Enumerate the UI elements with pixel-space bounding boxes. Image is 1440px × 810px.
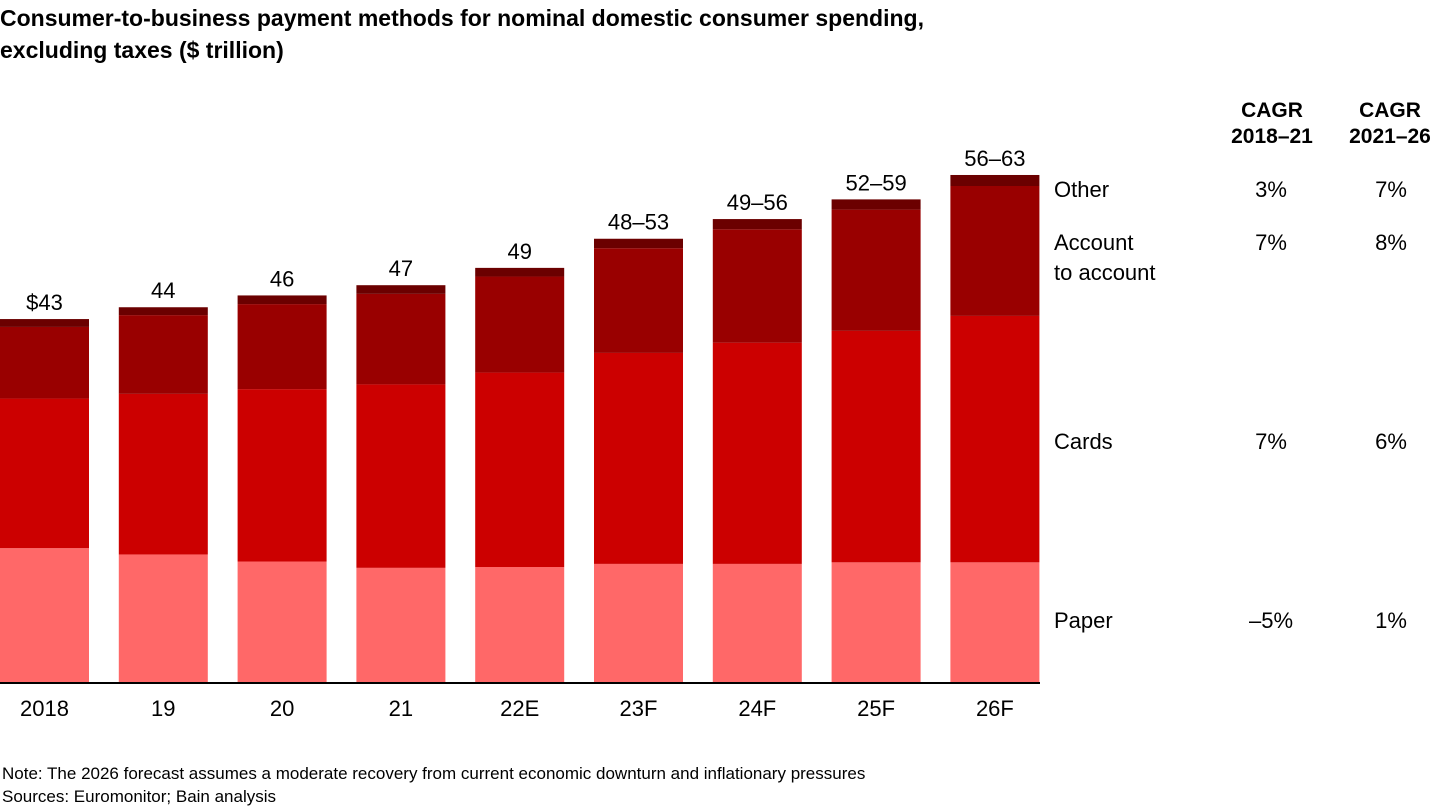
bar-other-3 <box>356 285 446 294</box>
cagr-header-2018-21-line-1: CAGR <box>1241 99 1303 122</box>
legend-label-account-line-1: Account <box>1054 230 1134 255</box>
stacked-bar-chart: $43 2018 44 19 46 20 47 21 49 22E 48–53 23F 49–56 24F… <box>0 146 1040 721</box>
bar-account-to-account-8 <box>950 186 1040 316</box>
x-tick-label-8: 26F <box>976 696 1014 721</box>
total-label-2: 46 <box>270 266 294 291</box>
bar-account-to-account-7 <box>831 209 921 331</box>
legend-label-account-to-account: Account to account <box>1054 228 1156 288</box>
cagr-header-2018-21: CAGR 2018–21 <box>1212 98 1332 150</box>
cagr-2018-21-cards: 7% <box>1255 429 1287 454</box>
bar-cards-7 <box>831 330 921 563</box>
total-label-1: 44 <box>151 278 175 303</box>
x-tick-label-2: 20 <box>270 696 294 721</box>
total-label-6: 49–56 <box>727 190 788 215</box>
cagr-2018-21-account-to-account: 7% <box>1255 230 1287 255</box>
legend-label-account-line-2: to account <box>1054 260 1156 285</box>
cagr-header-2018-21-line-2: 2018–21 <box>1231 125 1313 148</box>
total-label-8: 56–63 <box>964 146 1025 171</box>
cagr-2021-26-paper: 1% <box>1375 608 1407 633</box>
bar-cards-8 <box>950 315 1040 563</box>
total-label-7: 52–59 <box>846 170 907 195</box>
bar-paper-4 <box>475 567 565 682</box>
sources-text: Sources: Euromonitor; Bain analysis <box>2 787 277 806</box>
bar-other-7 <box>831 199 921 210</box>
legend-label-cards-line-1: Cards <box>1054 429 1113 454</box>
bar-paper-1 <box>118 554 208 682</box>
bar-cards-5 <box>594 352 683 564</box>
chart-title-line-1: Consumer-to-business payment methods for… <box>0 5 924 31</box>
total-label-0: $43 <box>26 290 63 315</box>
total-label-4: 49 <box>507 239 531 264</box>
bar-paper-2 <box>237 561 327 682</box>
bar-paper-0 <box>0 548 89 682</box>
bar-account-to-account-5 <box>594 248 683 353</box>
legend-label-paper: Paper <box>1054 606 1113 636</box>
bar-cards-3 <box>356 384 446 568</box>
bar-account-to-account-0 <box>0 326 89 399</box>
legend-label-other: Other <box>1054 175 1109 205</box>
bar-paper-5 <box>594 563 683 682</box>
x-tick-label-0: 2018 <box>20 696 69 721</box>
legend-label-paper-line-1: Paper <box>1054 608 1113 633</box>
bar-paper-6 <box>712 563 802 682</box>
x-tick-label-6: 24F <box>738 696 776 721</box>
bar-paper-7 <box>831 562 921 682</box>
cagr-2021-26-cards: 6% <box>1375 429 1407 454</box>
bar-other-8 <box>950 174 1040 186</box>
bar-other-2 <box>237 295 327 305</box>
bar-account-to-account-2 <box>237 304 327 390</box>
bar-cards-0 <box>0 398 89 549</box>
bar-cards-4 <box>475 372 565 568</box>
bar-account-to-account-3 <box>356 293 446 385</box>
note-text: Note: The 2026 forecast assumes a modera… <box>2 764 866 783</box>
bar-cards-1 <box>118 393 208 555</box>
bar-other-1 <box>118 307 208 316</box>
legend-label-cards: Cards <box>1054 427 1113 457</box>
total-label-5: 48–53 <box>608 210 669 235</box>
x-tick-label-4: 22E <box>500 696 539 721</box>
bar-other-6 <box>712 219 802 230</box>
cagr-2018-21-paper: –5% <box>1248 608 1294 633</box>
chart-title-line-2: excluding taxes ($ trillion) <box>0 37 284 63</box>
bar-cards-2 <box>237 389 327 562</box>
legend-label-other-line-1: Other <box>1054 177 1110 202</box>
x-tick-label-7: 25F <box>857 696 895 721</box>
chart-title: Consumer-to-business payment methods for… <box>0 2 1200 66</box>
x-tick-label-5: 23F <box>620 696 658 721</box>
bar-account-to-account-1 <box>118 315 208 394</box>
cagr-2021-26-account-to-account: 8% <box>1375 230 1407 255</box>
bar-cards-6 <box>712 342 802 564</box>
bar-account-to-account-4 <box>475 276 565 373</box>
bar-other-5 <box>594 238 683 249</box>
cagr-2021-26-other: 7% <box>1375 177 1407 202</box>
x-tick-label-3: 21 <box>389 696 413 721</box>
bar-account-to-account-6 <box>712 229 802 343</box>
bar-paper-3 <box>356 567 446 682</box>
cagr-header-2021-26-line-2: 2021–26 <box>1349 125 1431 148</box>
bar-paper-8 <box>950 562 1040 682</box>
cagr-2018-21-other: 3% <box>1255 177 1287 202</box>
x-tick-label-1: 19 <box>151 696 175 721</box>
footnotes: Note: The 2026 forecast assumes a modera… <box>2 762 865 808</box>
total-label-3: 47 <box>389 256 413 281</box>
cagr-header-2021-26: CAGR 2021–26 <box>1330 98 1440 150</box>
bar-other-4 <box>475 267 565 277</box>
cagr-header-2021-26-line-1: CAGR <box>1359 99 1421 122</box>
bar-other-0 <box>0 319 89 327</box>
